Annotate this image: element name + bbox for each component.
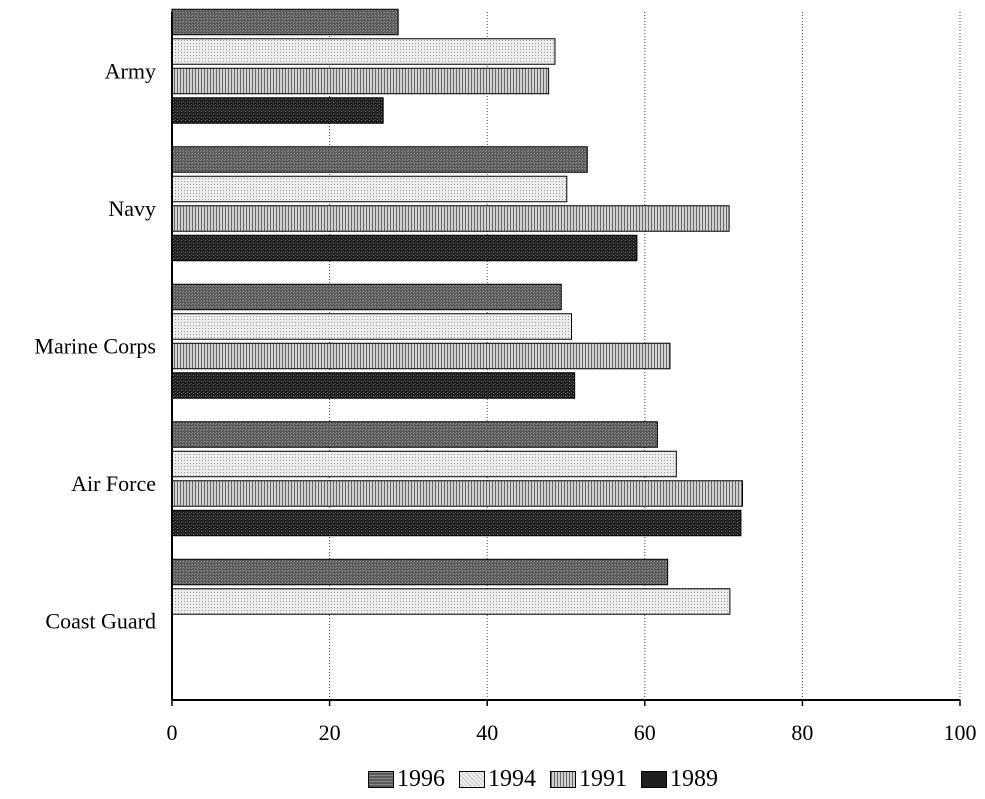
- axes: [171, 12, 961, 706]
- legend-swatch-1996: [368, 771, 394, 788]
- legend: 1996 1994 1991 1989: [368, 766, 732, 793]
- legend-label-1994: 1994: [488, 766, 536, 792]
- gridlines: [329, 12, 961, 700]
- category-label-navy: Navy: [108, 196, 156, 221]
- bar-navy-1996: [171, 146, 588, 173]
- category-label-coast-guard: Coast Guard: [45, 608, 156, 633]
- bar-air-force-1996: [171, 421, 658, 448]
- bar-marine-corps-1996: [171, 283, 562, 311]
- bar-army-1994: [171, 38, 556, 65]
- bar-army-1996: [171, 8, 399, 36]
- legend-label-1989: 1989: [670, 766, 718, 792]
- x-tick-label-80: 80: [791, 720, 813, 745]
- bar-army-1991: [171, 67, 550, 95]
- bar-air-force-1994: [171, 450, 677, 478]
- bar-coast-guard-1996: [171, 558, 669, 586]
- legend-item-1989: 1989: [641, 766, 718, 793]
- category-label-air-force: Air Force: [71, 471, 156, 496]
- legend-swatch-1994: [459, 771, 485, 788]
- category-label-army: Army: [105, 58, 156, 83]
- legend-swatch-1991: [550, 771, 576, 788]
- legend-label-1991: 1991: [579, 766, 627, 792]
- legend-item-1996: 1996: [368, 766, 445, 793]
- bar-navy-1991: [171, 205, 730, 232]
- legend-swatch-1989: [641, 771, 667, 788]
- bars: [171, 8, 744, 615]
- bar-marine-corps-1991: [171, 342, 671, 370]
- category-label-marine-corps: Marine Corps: [34, 333, 156, 358]
- bar-navy-1994: [171, 175, 568, 203]
- legend-label-1996: 1996: [397, 766, 445, 792]
- legend-item-1994: 1994: [459, 766, 536, 793]
- x-tick-label-0: 0: [167, 720, 178, 745]
- bar-marine-corps-1989: [171, 372, 576, 399]
- bar-navy-1989: [171, 234, 638, 262]
- x-tick-label-20: 20: [319, 720, 341, 745]
- legend-item-1991: 1991: [550, 766, 627, 793]
- bar-air-force-1989: [171, 509, 742, 537]
- bar-marine-corps-1994: [171, 313, 573, 340]
- bar-army-1989: [171, 97, 384, 124]
- x-tick-label-60: 60: [634, 720, 656, 745]
- x-tick-label-100: 100: [944, 720, 977, 745]
- bar-coast-guard-1994: [171, 588, 731, 615]
- x-tick-label-40: 40: [476, 720, 498, 745]
- labels: 0 20 40 60 80 100 Army Navy Marine Corps Air Forc…: [34, 58, 976, 745]
- bar-air-force-1991: [171, 480, 744, 507]
